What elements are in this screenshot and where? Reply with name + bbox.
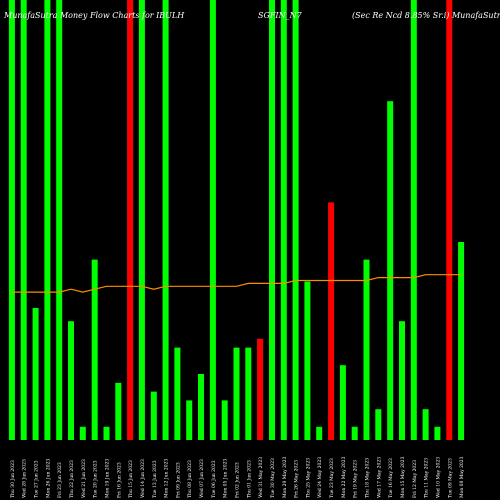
x-tick-label: Wed 24 May 2023 bbox=[317, 457, 323, 498]
bar-up bbox=[44, 0, 51, 440]
bar-up bbox=[138, 0, 145, 440]
bar-up bbox=[245, 347, 252, 440]
bar-up bbox=[387, 101, 394, 440]
bar-up bbox=[363, 259, 370, 440]
bar-down bbox=[446, 0, 453, 440]
bar-up bbox=[68, 321, 74, 440]
bar-up bbox=[410, 0, 417, 440]
bar-up bbox=[186, 400, 193, 440]
x-tick-label: Mon 22 May 2023 bbox=[341, 456, 347, 498]
x-tick-label: Tue 20 Jun 2023 bbox=[93, 460, 99, 498]
x-tick-label: Fri 19 May 2023 bbox=[353, 460, 359, 498]
x-tick-label: Mon 12 Jun 2023 bbox=[164, 459, 170, 498]
bar-up bbox=[20, 0, 27, 440]
bar-up bbox=[316, 426, 323, 440]
chart-title-left: MunafaSutra Money Flow Charts for IBULH bbox=[3, 11, 185, 20]
x-tick-label: Thu 22 Jun 2023 bbox=[69, 460, 75, 498]
x-tick-label: Wed 10 May 2023 bbox=[435, 457, 441, 498]
bar-up bbox=[56, 0, 63, 440]
x-tick-label: Wed 07 Jun 2023 bbox=[199, 459, 205, 498]
bar-up bbox=[422, 409, 429, 440]
x-tick-label: Tue 27 Jun 2023 bbox=[34, 460, 40, 498]
bar-up bbox=[162, 0, 169, 440]
bar-up bbox=[221, 400, 228, 440]
x-tick-label: Tue 13 Jun 2023 bbox=[152, 460, 158, 498]
bar-up bbox=[103, 426, 110, 440]
x-tick-label: Mon 26 Jun 2023 bbox=[45, 459, 51, 498]
chart-title-right: (Sec Re Ncd 8.85% Sr.i) MunafaSutra.com bbox=[352, 11, 500, 20]
x-tick-label: Mon 19 Jun 2023 bbox=[105, 459, 111, 498]
x-tick-label: Wed 21 Jun 2023 bbox=[81, 459, 87, 498]
x-tick-label: Tue 23 May 2023 bbox=[329, 458, 335, 498]
x-tick-label: Tue 16 May 2023 bbox=[388, 458, 394, 498]
bar-up bbox=[209, 0, 216, 440]
x-tick-label: Tue 06 Jun 2023 bbox=[211, 460, 217, 498]
x-tick-label: Wed 31 May 2023 bbox=[258, 457, 264, 498]
bar-up bbox=[8, 0, 15, 440]
bar-up bbox=[434, 426, 441, 440]
bar-up bbox=[91, 259, 98, 440]
x-axis-labels: Thu 30 Jun 2023 Wed 28 Jun 2023 Tue 27 Jun… bbox=[10, 456, 465, 498]
x-tick-label: Fri 02 Jun 2023 bbox=[235, 462, 241, 498]
x-tick-label: Tue 09 May 2023 bbox=[447, 458, 453, 498]
x-tick-label: Thu 30 Jun 2023 bbox=[10, 460, 16, 498]
bar-up bbox=[115, 382, 122, 440]
bar-up bbox=[198, 374, 204, 440]
x-tick-label: Fri 12 May 2023 bbox=[412, 460, 418, 498]
x-tick-label: Tue 30 May 2023 bbox=[270, 458, 276, 498]
bar-up bbox=[399, 321, 405, 440]
x-tick-label: Thu 25 May 2023 bbox=[305, 458, 311, 498]
bar-up bbox=[280, 0, 287, 440]
chart-title-symbol: SGFIN_N7 bbox=[258, 11, 303, 20]
x-tick-label: Fri 16 Jun 2023 bbox=[116, 462, 122, 498]
x-tick-label: Wed 17 May 2023 bbox=[376, 457, 382, 498]
bar-up bbox=[458, 242, 465, 440]
bar-up bbox=[351, 426, 358, 440]
x-tick-label: Thu 15 Jun 2023 bbox=[128, 460, 134, 498]
x-tick-label: Mon 15 May 2023 bbox=[400, 456, 406, 498]
bar-up bbox=[233, 347, 240, 440]
bar-down bbox=[257, 338, 264, 440]
x-tick-label: Wed 14 Jun 2023 bbox=[140, 459, 146, 498]
bars-layer bbox=[8, 0, 465, 440]
bar-up bbox=[269, 0, 275, 440]
x-tick-label: Fri 26 May 2023 bbox=[294, 460, 300, 498]
bar-up bbox=[375, 409, 382, 440]
x-tick-label: Mon 29 May 2023 bbox=[282, 456, 288, 498]
bar-up bbox=[174, 347, 181, 440]
x-tick-label: Thu 01 Jun 2023 bbox=[246, 460, 252, 498]
x-tick-label: Fri 23 Jun 2023 bbox=[57, 462, 63, 498]
x-tick-label: Thu 18 May 2023 bbox=[365, 458, 371, 498]
bar-up bbox=[304, 281, 311, 440]
x-tick-label: Wed 28 Jun 2023 bbox=[22, 459, 28, 498]
bar-up bbox=[292, 0, 299, 440]
bar-down bbox=[328, 202, 335, 440]
bar-up bbox=[339, 365, 346, 440]
x-tick-label: Thu 08 Jun 2023 bbox=[187, 460, 193, 498]
x-tick-label: Fri 09 Jun 2023 bbox=[175, 462, 181, 498]
money-flow-line bbox=[11, 274, 462, 293]
x-tick-label: Mon 05 Jun 2023 bbox=[223, 459, 229, 498]
bar-down bbox=[127, 0, 134, 440]
x-tick-label: Thu 11 May 2023 bbox=[424, 458, 430, 498]
bar-up bbox=[79, 426, 86, 440]
bar-up bbox=[32, 308, 39, 440]
x-tick-label: Mon 08 May 2023 bbox=[459, 456, 465, 498]
bar-up bbox=[150, 391, 157, 440]
